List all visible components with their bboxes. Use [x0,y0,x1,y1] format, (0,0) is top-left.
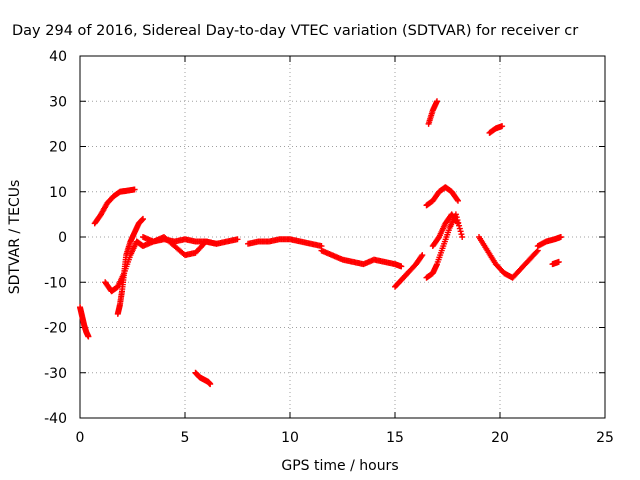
y-tick-label: -10 [44,275,67,291]
data-point [234,236,241,243]
series-arc-9 [392,252,426,290]
data-point [398,263,405,270]
data-point [454,196,461,203]
data-points [77,98,564,388]
series-arc-14 [486,123,506,136]
data-point [555,258,562,265]
data-point [454,219,461,226]
y-tick-label: -20 [44,321,67,337]
x-tick-label: 0 [76,430,85,446]
series-arc-11 [423,184,461,209]
series-arc-7 [245,236,325,250]
y-tick-labels: -40 -30 -20 -10 0 10 20 30 40 [44,49,67,427]
y-tick-label: 30 [49,94,67,110]
data-point [418,253,425,260]
series-arc-13 [429,211,461,250]
series-arc-17 [549,258,562,268]
series-arc-8 [318,247,405,270]
data-point [457,228,464,235]
data-point [455,220,461,227]
y-tick-label: 10 [49,185,67,201]
y-tick-label: 40 [49,49,67,65]
data-point [140,215,146,222]
data-point [557,234,564,240]
y-tick-label: 0 [58,230,67,246]
data-point [419,252,426,259]
x-tick-labels: 0 5 10 15 20 25 [76,430,614,446]
axis-ticks [79,55,606,419]
data-point [85,333,92,340]
data-point [533,248,540,255]
data-point [131,186,138,193]
x-tick-label: 10 [281,430,299,446]
y-axis-label: SDTVAR / TECUs [7,180,23,295]
data-point [456,225,463,232]
x-axis-label: GPS time / hours [281,458,398,474]
x-tick-label: 20 [491,430,509,446]
data-point [459,234,466,240]
y-tick-label: 20 [49,140,67,156]
y-tick-label: -30 [44,366,67,382]
x-tick-label: 25 [596,430,614,446]
chart-title: Day 294 of 2016, Sidereal Day-to-day VTE… [12,23,578,39]
series-arc-2 [91,186,138,227]
series-arc-16 [534,234,564,250]
series-arc-4 [114,215,146,317]
x-tick-label: 15 [386,430,404,446]
x-tick-label: 5 [181,430,190,446]
series-arc-10 [425,98,440,127]
series-arc-1 [77,304,92,340]
y-tick-label: -40 [44,411,67,427]
series-arc-5 [140,234,241,259]
data-point [455,197,461,204]
data-point [458,231,465,238]
data-point [207,381,214,388]
data-point [434,98,440,105]
data-point [499,123,506,130]
series-arc-15 [476,234,541,281]
series-arc-6 [192,369,214,388]
